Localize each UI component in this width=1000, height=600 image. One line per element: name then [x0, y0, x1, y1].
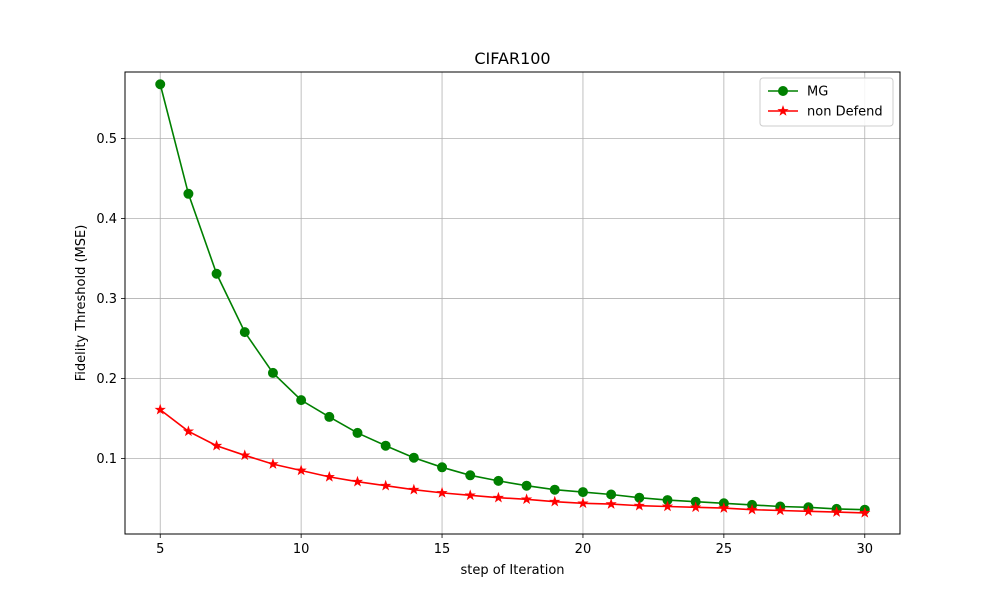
data-point: [520, 493, 533, 505]
data-point: [239, 449, 251, 461]
data-point: [859, 506, 871, 518]
data-point: [437, 462, 448, 473]
data-point: [774, 504, 786, 516]
data-point: [436, 486, 448, 498]
x-tick-label: 25: [716, 542, 733, 557]
y-axis-label: Fidelity Threshold (MSE): [74, 225, 89, 382]
x-axis-ticks: 5 10 15 20 25 30: [156, 534, 873, 557]
data-point: [492, 491, 505, 503]
data-point: [605, 498, 617, 509]
data-point: [267, 367, 278, 378]
data-point: [380, 440, 391, 451]
data-point: [746, 503, 758, 515]
data-point: [465, 470, 476, 481]
data-point: [296, 395, 307, 406]
legend-marker: [778, 86, 788, 96]
data-point: [323, 470, 335, 482]
y-tick-label: 0.5: [96, 132, 117, 147]
data-point: [324, 411, 335, 422]
legend-box: [759, 77, 894, 127]
series-line: [159, 84, 865, 511]
y-axis-ticks: 0.1 0.2 0.3 0.4 0.5: [96, 132, 125, 467]
series-non-defend: [154, 403, 871, 518]
data-point: [661, 500, 674, 512]
data-point: [549, 495, 561, 507]
data-point: [351, 475, 364, 487]
legend-marker: [777, 105, 789, 116]
y-tick-label: 0.1: [96, 452, 117, 467]
series-line: [159, 409, 865, 514]
y-tick-label: 0.4: [96, 212, 117, 227]
x-tick-label: 15: [434, 542, 451, 557]
data-point: [154, 403, 166, 415]
y-tick-label: 0.3: [96, 292, 117, 307]
x-tick-label: 30: [856, 542, 873, 557]
legend: MG non Defend: [759, 77, 894, 127]
data-point: [718, 502, 730, 513]
plot-frame: [124, 71, 901, 535]
data-point: [802, 505, 815, 517]
y-tick-label: 0.2: [96, 372, 117, 387]
data-point: [464, 489, 476, 501]
data-point: [267, 458, 279, 469]
x-axis-label: step of Iteration: [460, 563, 564, 578]
data-point: [577, 487, 588, 498]
data-point: [521, 480, 532, 491]
data-point: [183, 188, 194, 199]
data-point: [295, 464, 307, 476]
data-point: [408, 452, 419, 463]
data-point: [182, 425, 195, 437]
series-mg: [155, 79, 870, 515]
grid-lines: [125, 72, 900, 534]
data-point: [493, 475, 504, 486]
data-point: [577, 497, 589, 509]
data-point: [155, 79, 166, 90]
data-point: [606, 489, 617, 500]
data-point: [380, 479, 392, 491]
data-point: [633, 499, 645, 511]
data-point: [690, 501, 702, 513]
x-tick-label: 10: [293, 542, 310, 557]
legend-label: non Defend: [807, 105, 883, 120]
data-point: [210, 439, 223, 451]
chart-title: CIFAR100: [474, 49, 550, 68]
data-point: [830, 506, 843, 517]
data-point: [408, 483, 420, 495]
x-tick-label: 20: [575, 542, 592, 557]
series-layer: [154, 79, 871, 518]
data-point: [239, 327, 250, 338]
data-point: [352, 427, 363, 438]
data-point: [549, 484, 560, 495]
data-point: [211, 268, 222, 279]
legend-label: MG: [807, 85, 828, 100]
x-tick-label: 5: [156, 542, 164, 557]
